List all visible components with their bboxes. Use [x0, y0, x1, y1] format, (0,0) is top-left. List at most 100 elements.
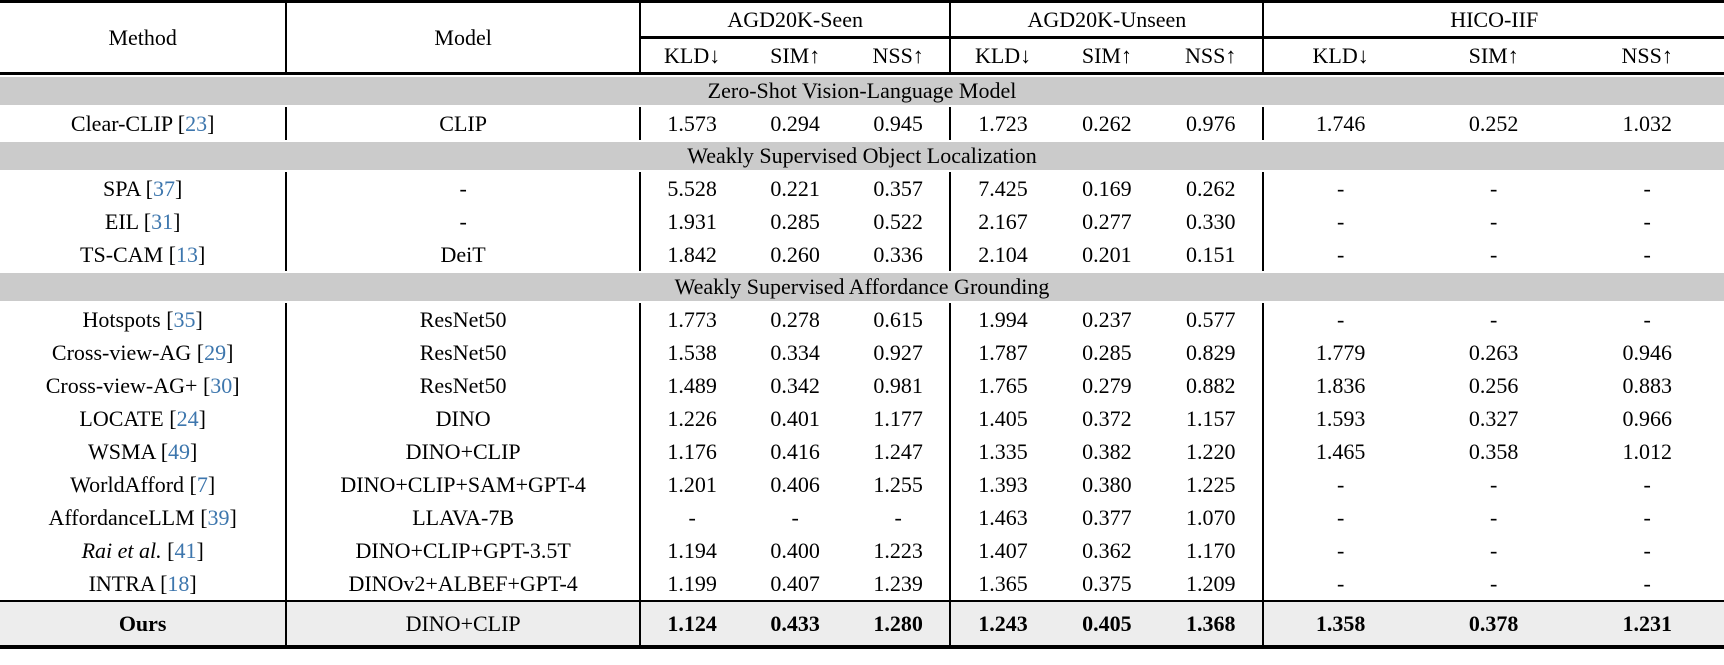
- citation-number: 29: [204, 339, 227, 365]
- metric-value-cell: 0.945: [873, 110, 923, 136]
- citation-open-bracket: [: [160, 570, 168, 596]
- citation-number: 41: [174, 537, 197, 563]
- metric-value-cell: 1.335: [949, 435, 1055, 468]
- metric-value-cell: 1.124: [638, 600, 744, 647]
- metric-header: NSS↑: [1159, 37, 1264, 75]
- method-name: LOCATE: [79, 405, 164, 431]
- citation-open-bracket: [: [160, 438, 169, 464]
- metric-value-cell: 0.883: [1622, 372, 1672, 398]
- metric-value-cell: 0.336: [873, 241, 923, 267]
- data-row: SPA [37] -5.528 0.221 0.357 7.425 0.169 0.262-…: [0, 172, 1724, 205]
- metric-value-cell: -: [791, 504, 799, 530]
- metric-value-cell: -: [1262, 468, 1417, 501]
- metric-value-cell: -: [1643, 208, 1651, 234]
- citation-link[interactable]: [24]: [169, 406, 206, 431]
- metric-value-cell: 0.522: [873, 208, 923, 234]
- metric-value-cell: 0.330: [1185, 208, 1236, 234]
- citation-link[interactable]: [18]: [160, 571, 197, 596]
- metric-value-cell: -: [894, 504, 902, 530]
- method-name: EIL: [104, 208, 139, 234]
- metric-value-cell: 0.358: [1468, 438, 1519, 464]
- metric-value-cell: 1.231: [1570, 600, 1724, 647]
- metric-value-cell: 0.362: [1082, 537, 1132, 563]
- data-row: Hotspots [35] ResNet50 1.773 0.278 0.615 1.99…: [0, 303, 1724, 336]
- citation-close-bracket: ]: [173, 208, 181, 234]
- citation-link[interactable]: [35]: [166, 307, 203, 332]
- metric-value-cell: -: [1489, 537, 1498, 563]
- metric-value-cell: 0.263: [1468, 339, 1519, 365]
- benchmark-group-header: AGD20K-Unseen: [949, 1, 1264, 39]
- citation-number: 30: [210, 372, 233, 398]
- data-row: WSMA [49] DINO+CLIP 1.176 0.416 1.247 1.335 0.…: [0, 435, 1724, 468]
- citation-open-bracket: [: [177, 110, 186, 136]
- citation-link[interactable]: [41]: [167, 538, 204, 563]
- method-cell: AffordanceLLM [39]: [0, 501, 286, 534]
- metric-value-cell: 1.836: [1262, 369, 1417, 402]
- header-row-groups: Method Model AGD20K-Seen AGD20K-Unseen HICO-…: [0, 1, 1724, 75]
- citation-number: 31: [151, 208, 174, 234]
- metric-value-cell: -: [1489, 504, 1498, 530]
- metric-value-cell: -: [1262, 172, 1417, 205]
- metric-value-cell: 0.260: [770, 241, 820, 267]
- metric-value-cell: 1.723: [949, 107, 1055, 140]
- citation-link[interactable]: [7]: [190, 472, 216, 497]
- metric-value-cell: 0.372: [1082, 405, 1132, 431]
- model-cell: DINO: [285, 402, 640, 435]
- metric-value-cell: 2.167: [949, 205, 1055, 238]
- data-row: Ours DINO+CLIP 1.124 0.433 1.280 1.243 0.405 1.…: [0, 600, 1724, 647]
- section-title: Weakly Supervised Affordance Grounding: [0, 273, 1724, 301]
- model-cell: CLIP: [285, 107, 640, 140]
- metric-value-cell: 0.400: [770, 537, 820, 563]
- section-title: Weakly Supervised Object Localization: [0, 142, 1724, 170]
- citation-number: 7: [196, 471, 208, 497]
- metric-value-cell: 1.223: [873, 537, 923, 563]
- metric-value-cell: 0.252: [1468, 110, 1519, 136]
- model-cell: ResNet50: [285, 336, 640, 369]
- citation-link[interactable]: [13]: [169, 242, 206, 267]
- metric-value-cell: 1.358: [1262, 600, 1417, 647]
- citation-link[interactable]: [29]: [197, 340, 234, 365]
- metric-value-cell: -: [1262, 238, 1417, 271]
- citation-close-bracket: ]: [195, 306, 203, 332]
- metric-value-cell: 1.247: [873, 438, 923, 464]
- citation-link[interactable]: [37]: [146, 176, 183, 201]
- metric-header: SIM↑: [1054, 37, 1160, 75]
- metric-value-cell: 1.765: [949, 369, 1055, 402]
- metric-value-cell: 0.976: [1185, 110, 1236, 136]
- method-cell: Cross-view-AG+ [30]: [0, 369, 286, 402]
- benchmark-group-header: AGD20K-Seen: [638, 1, 951, 39]
- metric-value-cell: 0.256: [1468, 372, 1519, 398]
- metric-value-cell: 1.243: [949, 600, 1055, 647]
- citation-number: 13: [175, 241, 198, 267]
- method-cell: EIL [31]: [0, 205, 286, 238]
- citation-number: 49: [168, 438, 191, 464]
- citation-link[interactable]: [49]: [161, 439, 198, 464]
- metric-value-cell: -: [1262, 501, 1417, 534]
- model-cell: -: [285, 172, 640, 205]
- metric-value-cell: -: [1262, 567, 1417, 601]
- citation-open-bracket: [: [168, 241, 176, 267]
- citation-number: 39: [207, 504, 230, 530]
- method-name: WSMA: [87, 438, 156, 464]
- metric-value-cell: 1.070: [1185, 504, 1236, 530]
- citation-link[interactable]: [30]: [203, 373, 240, 398]
- metric-value-cell: 0.277: [1082, 208, 1132, 234]
- citation-link[interactable]: [39]: [200, 505, 237, 530]
- metric-value-cell: 1.573: [638, 107, 744, 140]
- metric-value-cell: 1.773: [638, 303, 744, 336]
- table-header: Method Model AGD20K-Seen AGD20K-Unseen HICO-…: [0, 1, 1724, 75]
- citation-close-bracket: ]: [190, 438, 198, 464]
- citation-open-bracket: [: [143, 208, 152, 234]
- metric-header: KLD↓: [638, 37, 744, 75]
- metric-value-cell: -: [1643, 537, 1651, 563]
- metric-value-cell: 0.946: [1622, 339, 1672, 365]
- citation-link[interactable]: [31]: [144, 209, 181, 234]
- metric-value-cell: -: [1262, 534, 1417, 567]
- metric-value-cell: 1.538: [638, 336, 744, 369]
- citation-link[interactable]: [23]: [178, 111, 215, 136]
- metric-value-cell: 1.032: [1622, 110, 1672, 136]
- metric-header: KLD↓: [949, 37, 1055, 75]
- metric-value-cell: 1.176: [638, 435, 744, 468]
- citation-close-bracket: ]: [197, 241, 206, 267]
- metric-header: NSS↑: [846, 37, 951, 75]
